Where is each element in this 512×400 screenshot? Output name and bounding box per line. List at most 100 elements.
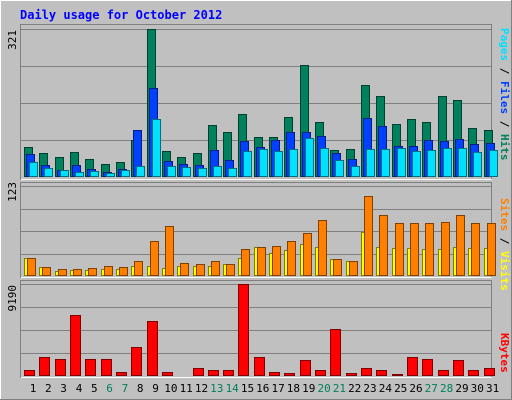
bar-pages-day-28 — [443, 148, 452, 177]
bar-sites-day-15 — [241, 249, 250, 276]
bar-sites-day-7 — [119, 267, 128, 276]
x-tick-day-22: 22 — [348, 382, 361, 395]
legend-pages-files-hits: Pages / Files / Hits — [498, 28, 511, 161]
bar-kbytes-day-29 — [453, 360, 464, 376]
x-tick-day-29: 29 — [455, 382, 468, 395]
bar-sites-day-26 — [410, 223, 419, 276]
ymax-label-kbytes: 9190 — [6, 285, 19, 312]
x-tick-day-24: 24 — [379, 382, 393, 395]
bar-pages-day-12 — [198, 168, 207, 177]
x-tick-day-16: 16 — [256, 382, 269, 395]
legend-part-0-0: Pages — [498, 28, 511, 61]
bar-kbytes-day-22 — [346, 373, 357, 376]
bar-pages-day-19 — [305, 138, 314, 177]
bar-sites-day-4 — [73, 269, 82, 276]
bar-pages-day-2 — [44, 168, 53, 177]
x-tick-day-28: 28 — [440, 382, 453, 395]
bar-pages-day-16 — [259, 149, 268, 177]
bar-sites-day-11 — [180, 263, 189, 276]
bar-pages-day-30 — [473, 152, 482, 177]
bar-pages-day-23 — [366, 149, 375, 177]
bar-sites-day-20 — [318, 220, 327, 276]
bar-pages-day-11 — [182, 167, 191, 177]
x-tick-day-11: 11 — [180, 382, 193, 395]
bar-pages-day-31 — [489, 150, 498, 177]
bar-sites-day-16 — [257, 247, 266, 276]
bar-sites-day-2 — [42, 267, 51, 276]
x-tick-day-26: 26 — [409, 382, 422, 395]
x-tick-day-18: 18 — [287, 382, 300, 395]
bar-sites-day-8 — [134, 261, 143, 276]
bar-kbytes-day-7 — [116, 372, 127, 376]
bar-kbytes-day-30 — [468, 370, 479, 376]
legend-part-0-1: / — [498, 61, 511, 81]
bar-sites-day-18 — [287, 241, 296, 276]
bar-sites-day-28 — [441, 222, 450, 276]
x-tick-day-23: 23 — [363, 382, 376, 395]
bar-pages-day-6 — [106, 173, 115, 177]
legend-part-2-0: KBytes — [498, 333, 511, 373]
bar-sites-day-23 — [364, 196, 373, 276]
bar-pages-day-24 — [381, 149, 390, 177]
bar-pages-day-4 — [75, 172, 84, 177]
bar-kbytes-day-21 — [330, 329, 341, 376]
bar-kbytes-day-9 — [147, 321, 158, 376]
bar-pages-day-3 — [60, 170, 69, 177]
legend-part-1-0: Sites — [498, 198, 511, 231]
bar-sites-day-10 — [165, 226, 174, 276]
x-tick-day-1: 1 — [30, 382, 37, 395]
bar-sites-day-31 — [487, 223, 496, 276]
bar-pages-day-7 — [121, 170, 130, 177]
chart-title: Daily usage for October 2012 — [20, 8, 222, 22]
bar-pages-day-18 — [289, 149, 298, 177]
bar-pages-day-29 — [458, 148, 467, 177]
x-tick-day-30: 30 — [471, 382, 484, 395]
bar-pages-day-25 — [397, 148, 406, 177]
bar-kbytes-day-3 — [55, 359, 66, 376]
legend-part-0-2: Files — [498, 81, 511, 114]
x-tick-day-27: 27 — [425, 382, 438, 395]
x-tick-day-2: 2 — [45, 382, 52, 395]
legend-part-1-2: Visits — [498, 251, 511, 291]
bar-kbytes-day-28 — [438, 370, 449, 376]
legend-part-0-4: Hits — [498, 134, 511, 161]
bar-kbytes-day-4 — [70, 315, 81, 376]
bar-sites-day-14 — [226, 264, 235, 276]
bar-kbytes-day-5 — [85, 359, 96, 376]
bar-sites-day-3 — [58, 269, 67, 276]
bar-kbytes-day-27 — [422, 359, 433, 376]
bar-kbytes-day-19 — [300, 360, 311, 376]
x-tick-day-31: 31 — [486, 382, 499, 395]
bar-pages-day-26 — [412, 151, 421, 177]
legend-part-0-3: / — [498, 114, 511, 134]
x-tick-day-13: 13 — [210, 382, 223, 395]
bar-sites-day-29 — [456, 215, 465, 276]
bars — [24, 29, 498, 376]
bar-sites-day-19 — [303, 233, 312, 276]
bar-kbytes-day-26 — [407, 357, 418, 376]
legend-part-1-1: / — [498, 231, 511, 251]
x-tick-day-8: 8 — [137, 382, 144, 395]
bar-kbytes-day-2 — [39, 357, 50, 376]
bar-pages-day-15 — [243, 151, 252, 177]
legend-kbytes: KBytes — [498, 333, 511, 373]
bar-pages-day-1 — [29, 162, 38, 177]
x-tick-day-6: 6 — [106, 382, 113, 395]
x-tick-day-14: 14 — [226, 382, 240, 395]
bar-kbytes-day-20 — [315, 370, 326, 376]
x-axis-labels: 1 2 3 4 5 6 7 8 9 10 11 12 13 14 15 16 17 18 19 20 21 22 23 24 2… — [30, 382, 500, 395]
x-tick-day-25: 25 — [394, 382, 407, 395]
x-tick-day-20: 20 — [317, 382, 330, 395]
bar-pages-day-14 — [228, 168, 237, 177]
x-tick-day-17: 17 — [271, 382, 284, 395]
gridlines — [21, 29, 491, 354]
bar-sites-day-21 — [333, 259, 342, 276]
bar-pages-day-13 — [213, 166, 222, 177]
bar-kbytes-day-18 — [284, 373, 295, 376]
bar-pages-day-5 — [90, 171, 99, 177]
bar-kbytes-day-31 — [484, 368, 495, 376]
bar-sites-day-5 — [88, 268, 97, 276]
bar-kbytes-day-1 — [24, 370, 35, 376]
bar-kbytes-day-6 — [101, 359, 112, 376]
